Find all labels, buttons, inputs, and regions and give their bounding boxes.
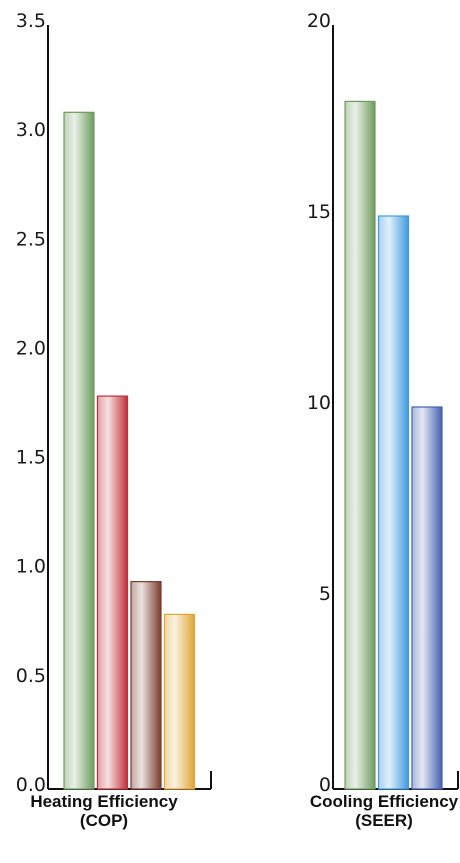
y-tick-label: 3.0: [16, 119, 46, 141]
y-tick-label: 3.5: [16, 10, 46, 32]
x-axis-label: Cooling Efficiency (SEER): [310, 792, 459, 830]
y-tick-label: 0.5: [16, 665, 46, 687]
y-tick-label: 2.0: [16, 337, 46, 359]
y-tick-label: 0: [319, 774, 331, 796]
y-tick-label: 0.0: [16, 774, 46, 796]
cooling-efficiency-chart: 0 5 10 15 20 Cooling Efficiency (SEER): [307, 10, 459, 830]
y-tick-label: 15: [307, 201, 331, 223]
bar: [411, 406, 443, 790]
x-axis-label: Heating Efficiency (COP): [30, 792, 178, 830]
bar: [377, 215, 410, 790]
heating-efficiency-chart: 0.0 0.5 1.0 1.5 2.0 2.5 3.0 3.5 Heating Efficien…: [16, 10, 212, 830]
y-tick-label: 10: [307, 392, 331, 414]
y-tick-label: 2.5: [16, 228, 46, 250]
y-tick-label: 20: [307, 10, 331, 32]
bar: [96, 395, 129, 790]
bar: [130, 581, 162, 790]
y-tick-label: 1.5: [16, 447, 46, 469]
bar: [63, 111, 95, 790]
bar: [344, 100, 376, 790]
y-tick-label: 1.0: [16, 556, 46, 578]
y-tick-label: 5: [319, 583, 331, 605]
bar: [163, 613, 196, 790]
